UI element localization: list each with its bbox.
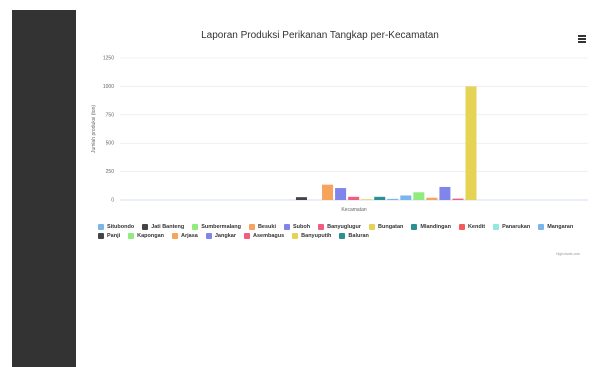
chart-container: Laporan Produksi Perikanan Tangkap per-K…	[80, 0, 593, 367]
bar[interactable]	[374, 197, 385, 200]
y-tick-label: 0	[111, 198, 114, 204]
legend-label: Besuki	[258, 224, 276, 230]
legend-item[interactable]: Suboh	[284, 224, 310, 230]
y-tick-label: 1250	[103, 56, 114, 62]
legend-label: Mlandingan	[420, 224, 451, 230]
y-tick-label: 1000	[103, 84, 114, 90]
legend-swatch	[192, 224, 198, 230]
legend-label: Situbondo	[107, 224, 134, 230]
legend-item[interactable]: Sumbermalang	[192, 224, 241, 230]
legend-item[interactable]: Bungatan	[369, 224, 403, 230]
bar[interactable]	[296, 197, 307, 200]
legend-swatch	[98, 224, 104, 230]
y-tick-label: 250	[106, 169, 115, 175]
legend-swatch	[369, 224, 375, 230]
bar[interactable]	[413, 192, 424, 200]
legend-swatch	[244, 233, 250, 239]
legend-item[interactable]: Banyuputih	[292, 233, 331, 239]
bar[interactable]	[466, 86, 477, 200]
legend-label: Sumbermalang	[201, 224, 241, 230]
legend-swatch	[292, 233, 298, 239]
bar[interactable]	[400, 195, 411, 200]
legend-item[interactable]: Mlandingan	[411, 224, 451, 230]
legend-item[interactable]: Baluran	[339, 233, 368, 239]
legend-item[interactable]: Jangkar	[206, 233, 236, 239]
credits-link[interactable]: Highcharts.com	[556, 252, 580, 256]
legend-label: Suboh	[293, 224, 310, 230]
bar[interactable]	[452, 199, 463, 200]
legend-label: Bungatan	[378, 224, 403, 230]
legend-label: Baluran	[348, 233, 368, 239]
legend-label: Asembagus	[253, 233, 284, 239]
legend-swatch	[538, 224, 544, 230]
bar[interactable]	[361, 199, 372, 200]
bar[interactable]	[348, 197, 359, 200]
legend-swatch	[249, 224, 255, 230]
bar[interactable]	[335, 188, 346, 200]
legend-swatch	[493, 224, 499, 230]
legend-label: Panarukan	[502, 224, 530, 230]
bar[interactable]	[322, 185, 333, 200]
legend-swatch	[98, 233, 104, 239]
bar[interactable]	[426, 198, 437, 200]
legend-swatch	[318, 224, 324, 230]
legend-label: Banyuglugur	[327, 224, 361, 230]
legend-item[interactable]: Kapongan	[128, 233, 164, 239]
legend-label: Banyuputih	[301, 233, 331, 239]
legend-swatch	[142, 224, 148, 230]
legend-label: Jati Banteng	[151, 224, 184, 230]
legend-label: Mangaran	[547, 224, 573, 230]
legend: Situbondo Jati Banteng Sumbermalang Besuki S…	[98, 224, 588, 239]
legend-item[interactable]: Panarukan	[493, 224, 530, 230]
legend-swatch	[206, 233, 212, 239]
legend-swatch	[411, 224, 417, 230]
legend-label: Jangkar	[215, 233, 236, 239]
y-tick-label: 750	[106, 112, 115, 118]
legend-item[interactable]: Situbondo	[98, 224, 134, 230]
legend-item[interactable]: Arjasa	[172, 233, 198, 239]
legend-item[interactable]: Panji	[98, 233, 120, 239]
legend-swatch	[284, 224, 290, 230]
bar[interactable]	[387, 199, 398, 200]
y-tick-label: 500	[106, 141, 115, 147]
legend-item[interactable]: Kendit	[459, 224, 485, 230]
y-axis-title: Jumlah produksi (ton)	[91, 105, 97, 153]
legend-label: Arjasa	[181, 233, 198, 239]
sidebar	[12, 10, 76, 367]
legend-swatch	[172, 233, 178, 239]
x-axis-title: Kecamatan	[341, 207, 367, 213]
legend-item[interactable]: Banyuglugur	[318, 224, 361, 230]
plot-area: 0 250 500 750 1000 1250 Jumlah produksi (ton) K…	[80, 0, 593, 367]
legend-label: Kapongan	[137, 233, 164, 239]
legend-item[interactable]: Jati Banteng	[142, 224, 184, 230]
legend-item[interactable]: Besuki	[249, 224, 276, 230]
legend-item[interactable]: Asembagus	[244, 233, 284, 239]
legend-label: Kendit	[468, 224, 485, 230]
legend-swatch	[339, 233, 345, 239]
legend-item[interactable]: Mangaran	[538, 224, 573, 230]
legend-swatch	[459, 224, 465, 230]
legend-label: Panji	[107, 233, 120, 239]
legend-swatch	[128, 233, 134, 239]
bar[interactable]	[439, 187, 450, 200]
